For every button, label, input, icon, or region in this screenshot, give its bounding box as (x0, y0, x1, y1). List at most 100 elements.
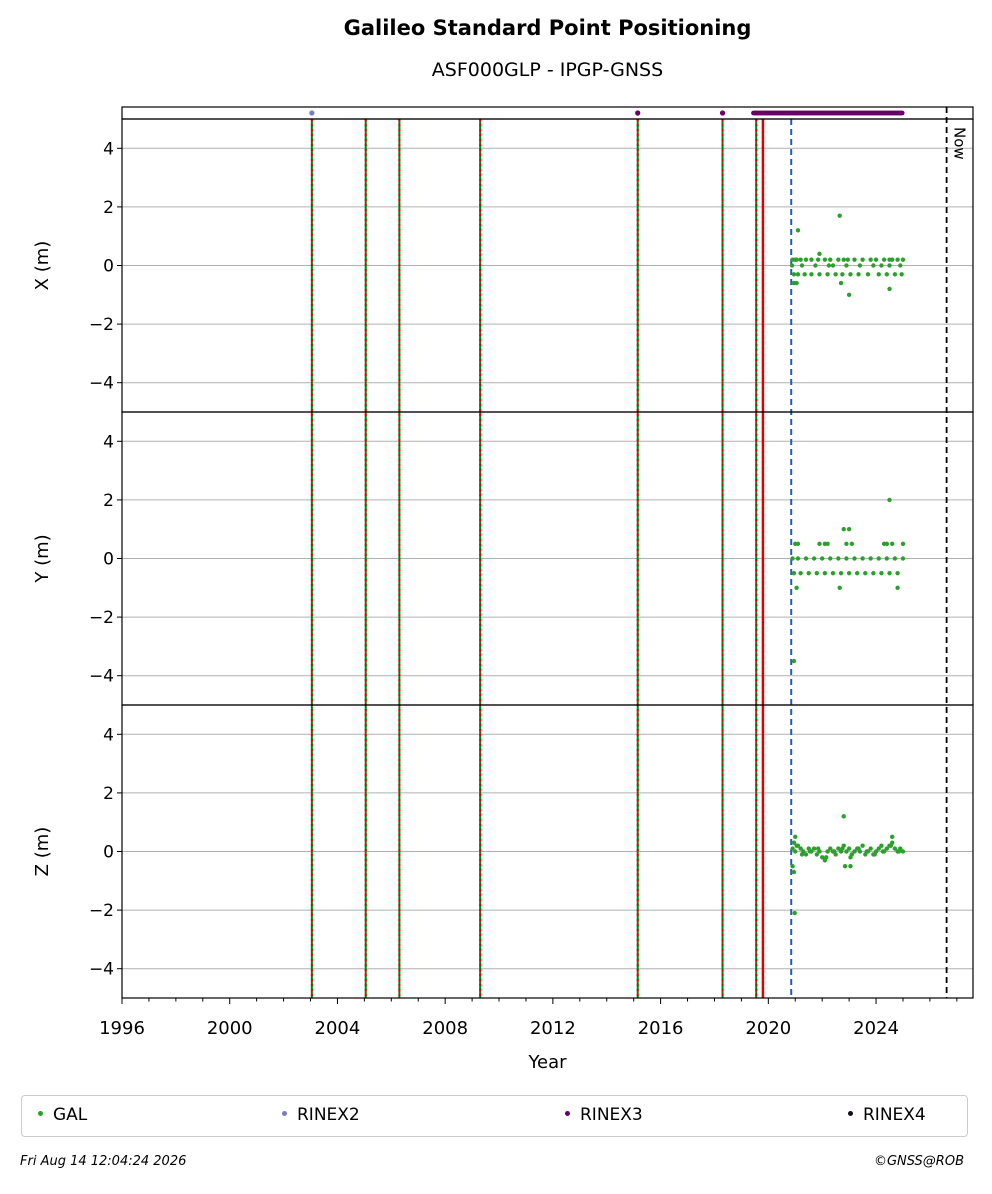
data-point-y (791, 658, 797, 664)
data-point-z (791, 840, 797, 845)
data-point-x (825, 272, 830, 277)
data-point-z (794, 843, 799, 848)
data-point-z (852, 849, 857, 854)
data-point-x (795, 228, 801, 233)
data-point-x (895, 257, 900, 262)
data-point-z (884, 846, 890, 851)
data-point-x (822, 257, 828, 262)
data-point-y (798, 570, 803, 576)
legend-label-rinex3: RINEX3 (580, 1105, 643, 1125)
rinex3-point (635, 110, 641, 116)
data-point-x (898, 263, 903, 268)
rinex3-point (899, 110, 905, 116)
data-point-x (813, 263, 818, 268)
x-tick-label: 2020 (745, 1018, 791, 1039)
data-point-y (887, 570, 892, 576)
data-point-z (848, 855, 853, 860)
data-point-y (879, 570, 884, 576)
y-tick-label: −4 (89, 374, 114, 394)
data-point-y (895, 570, 900, 576)
y-tick-label: 0 (103, 257, 114, 277)
data-point-x (799, 263, 805, 268)
data-point-z (848, 863, 853, 869)
data-point-y (868, 556, 873, 561)
data-point-x (868, 257, 873, 262)
data-point-y (795, 541, 801, 547)
data-point-z (825, 849, 830, 854)
y-tick-label: 2 (103, 198, 114, 218)
data-point-y (803, 556, 809, 561)
data-point-x (884, 272, 890, 277)
data-point-z (868, 846, 873, 851)
data-point-z (814, 852, 820, 857)
data-point-z (876, 846, 881, 851)
data-point-z (790, 846, 795, 851)
y-tick-label: −4 (89, 960, 114, 980)
data-point-x (817, 272, 822, 277)
x-tick-label: 1996 (99, 1018, 145, 1039)
data-point-z (811, 846, 817, 851)
data-point-x (794, 280, 799, 286)
data-point-x (887, 286, 892, 292)
data-point-x (887, 263, 892, 268)
data-point-y (830, 570, 836, 576)
y-tick-label: 4 (103, 725, 114, 745)
footer-timestamp: Fri Aug 14 12:04:24 2026 (20, 1154, 187, 1169)
data-point-x (837, 213, 842, 218)
data-point-y (811, 556, 817, 561)
x-tick-label: 2024 (853, 1018, 899, 1039)
data-point-z (872, 852, 877, 857)
data-point-x (836, 257, 841, 262)
data-point-x (860, 257, 865, 262)
data-point-y (884, 556, 890, 561)
data-point-y (860, 556, 865, 561)
data-point-y (836, 556, 841, 561)
data-point-y (806, 570, 811, 576)
rinex2-point (309, 110, 315, 116)
data-point-x (871, 263, 876, 268)
x-tick-label: 2008 (422, 1018, 468, 1039)
data-point-z (803, 852, 809, 857)
data-point-y (844, 541, 849, 547)
y-tick-label: −2 (89, 608, 114, 628)
data-point-x (789, 263, 795, 268)
x-tick-label: 2016 (638, 1018, 684, 1039)
data-point-z (807, 849, 813, 854)
data-point-z (846, 846, 852, 851)
data-point-z (815, 846, 821, 851)
data-point-x (852, 257, 857, 262)
data-point-y (846, 570, 852, 576)
rinex3-point (719, 110, 726, 116)
y-tick-label: 4 (103, 432, 114, 452)
x-tick-label: 2000 (207, 1018, 253, 1039)
y-tick-label: −2 (89, 901, 114, 921)
y-tick-label: 0 (103, 843, 114, 863)
chart-subtitle: ASF000GLP - IPGP-GNSS (431, 59, 664, 81)
data-point-y (871, 570, 876, 576)
data-point-z (790, 863, 795, 869)
data-point-x (817, 251, 822, 256)
data-point-z (900, 849, 906, 854)
data-point-y (791, 570, 797, 576)
data-point-x (833, 272, 838, 277)
footer-copyright: ©GNSS@ROB (873, 1154, 964, 1169)
chart-title: Galileo Standard Point Positioning (343, 16, 752, 40)
data-point-y (892, 556, 898, 561)
data-point-x (830, 263, 836, 268)
y-tick-label: −2 (89, 315, 114, 335)
data-point-z (860, 843, 865, 848)
x-tick-label: 2012 (530, 1018, 576, 1039)
data-point-x (815, 257, 821, 262)
data-point-x (841, 257, 846, 262)
legend-label-gal: GAL (53, 1105, 88, 1125)
data-point-y (817, 541, 822, 547)
y-tick-label: 0 (103, 550, 114, 570)
data-point-x (795, 272, 801, 277)
data-point-x (828, 257, 833, 262)
data-point-z (888, 843, 894, 848)
y-axis-label: Y (m) (32, 534, 53, 583)
data-point-z (824, 855, 829, 860)
data-point-y (844, 556, 849, 561)
data-point-z (791, 869, 797, 875)
data-point-y (852, 556, 857, 561)
